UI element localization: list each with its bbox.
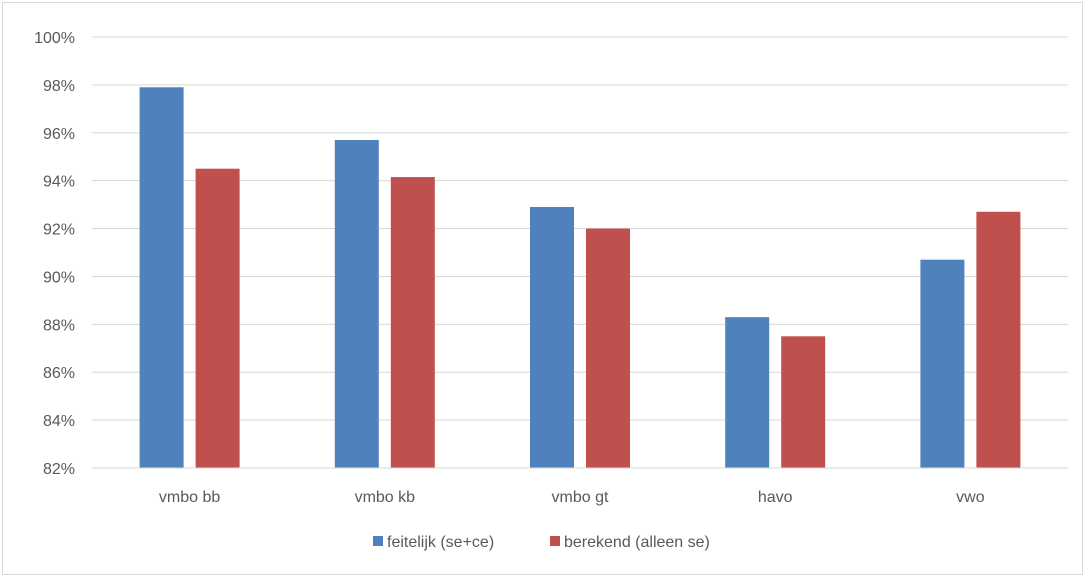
- bar-berekend-3: [781, 336, 826, 468]
- bars: [139, 87, 1021, 469]
- bar-feitelijk-4: [920, 259, 965, 468]
- x-category-label: vmbo gt: [552, 489, 609, 506]
- legend-swatch: [373, 536, 383, 546]
- y-tick-label: 94%: [43, 174, 75, 191]
- bar-berekend-4: [976, 211, 1021, 469]
- y-tick-label: 96%: [43, 126, 75, 143]
- y-tick-label: 82%: [43, 461, 75, 478]
- legend: feitelijk (se+ce) berekend (alleen se): [373, 534, 710, 551]
- legend-label: berekend (alleen se): [564, 534, 710, 551]
- bar-berekend-1: [390, 177, 435, 468]
- y-tick-label: 92%: [43, 222, 75, 239]
- x-category-label: vmbo bb: [159, 489, 220, 506]
- bar-feitelijk-2: [530, 207, 574, 468]
- legend-label: feitelijk (se+ce): [387, 534, 494, 551]
- gridlines: [92, 36, 1068, 421]
- y-tick-label: 88%: [43, 317, 75, 334]
- y-tick-label: 90%: [43, 269, 75, 286]
- y-tick-label: 86%: [43, 365, 75, 382]
- x-category-label: havo: [758, 489, 793, 506]
- x-axis-category-labels: vmbo bb vmbo kb vmbo gt havo vwo: [159, 489, 985, 506]
- bar-berekend-2: [586, 228, 630, 468]
- legend-swatch: [550, 536, 560, 546]
- y-tick-label: 98%: [43, 78, 75, 95]
- bar-feitelijk-0: [139, 87, 184, 469]
- bar-feitelijk-3: [725, 317, 770, 468]
- y-axis-tick-labels: 82% 84% 86% 88% 90% 92% 94% 96% 98% 100%: [34, 30, 75, 478]
- y-tick-label: 100%: [34, 30, 75, 47]
- x-category-label: vwo: [956, 489, 985, 506]
- x-category-label: vmbo kb: [355, 489, 416, 506]
- bar-berekend-0: [195, 168, 240, 468]
- y-tick-label: 84%: [43, 413, 75, 430]
- bar-feitelijk-1: [334, 139, 379, 468]
